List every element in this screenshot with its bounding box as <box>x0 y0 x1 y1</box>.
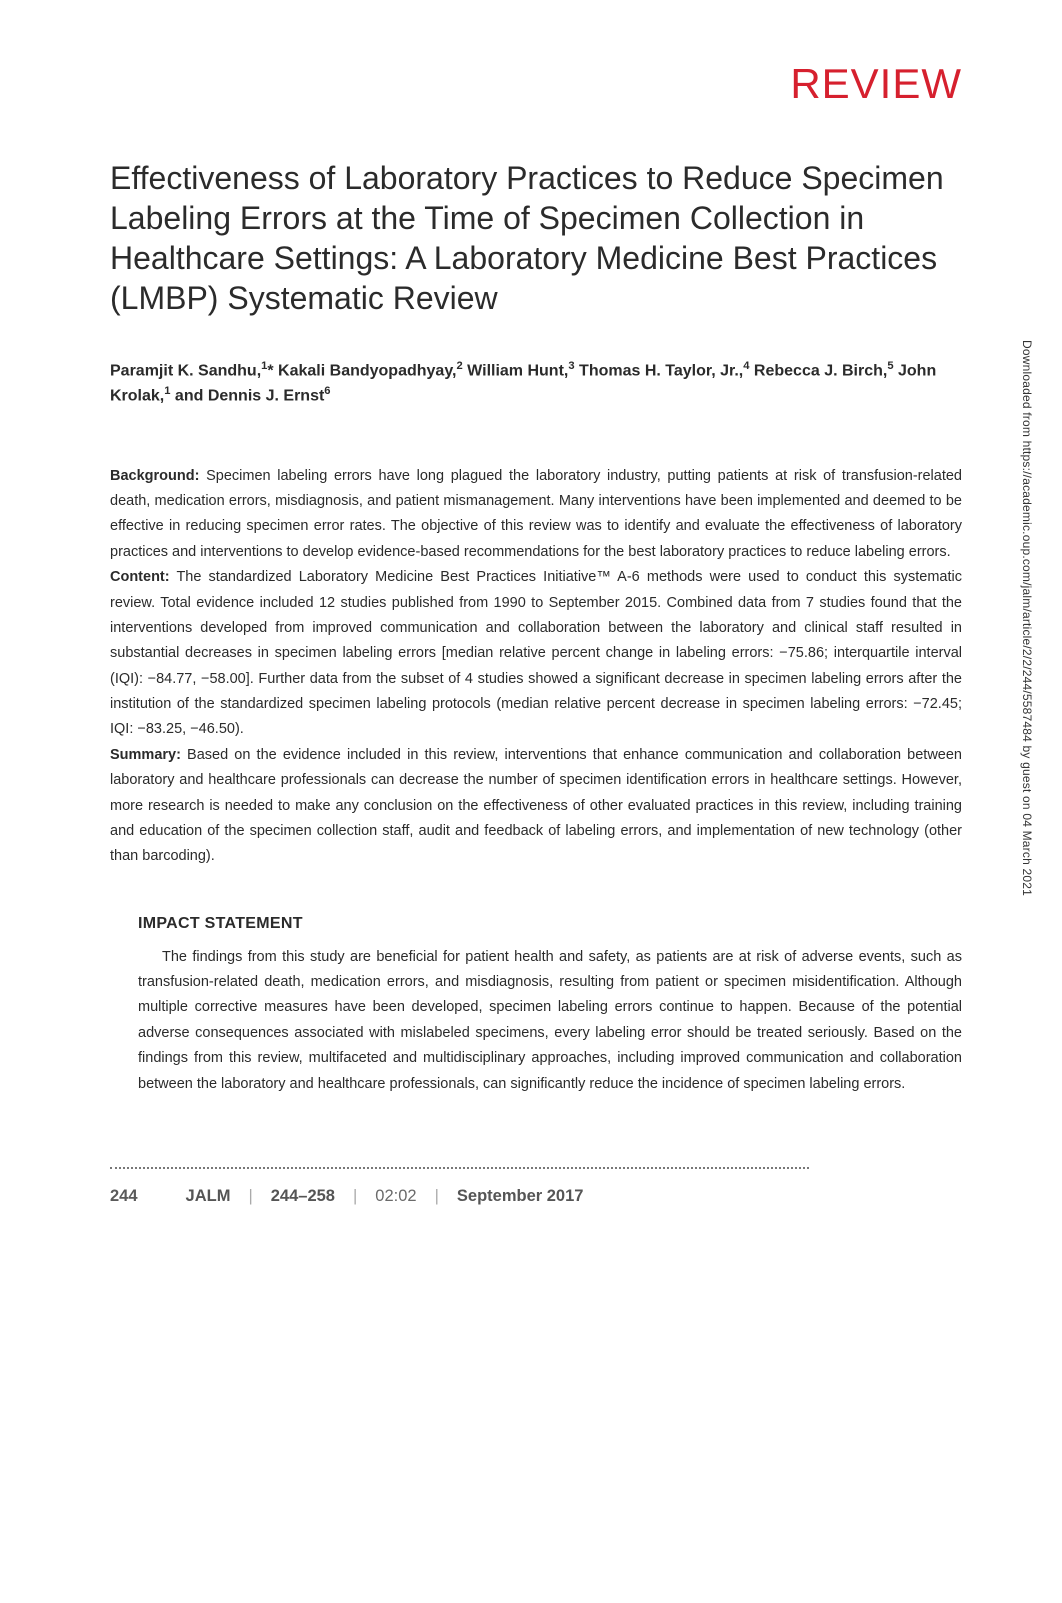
divider-dotted <box>110 1167 809 1169</box>
footer-pages: 244–258 <box>271 1187 335 1206</box>
section-label-review: REVIEW <box>110 60 962 108</box>
author-list: Paramjit K. Sandhu,1* Kakali Bandyopadhy… <box>110 358 962 409</box>
abstract-summary-text: Based on the evidence included in this r… <box>110 747 962 865</box>
abstract-content-label: Content: <box>110 569 170 585</box>
footer-sep: | <box>353 1187 357 1206</box>
footer-journal: JALM <box>186 1187 231 1206</box>
footer-date: September 2017 <box>457 1187 584 1206</box>
footer-page-number: 244 <box>110 1187 138 1206</box>
footer-sep: | <box>435 1187 439 1206</box>
abstract: Background: Specimen labeling errors hav… <box>110 464 962 870</box>
impact-body: The findings from this study are benefic… <box>138 945 962 1097</box>
download-attribution: Downloaded from https://academic.oup.com… <box>1020 340 1034 896</box>
abstract-summary-label: Summary: <box>110 747 181 763</box>
abstract-background-label: Background: <box>110 468 199 484</box>
abstract-content-text: The standardized Laboratory Medicine Bes… <box>110 569 962 737</box>
footer-sep: | <box>248 1187 252 1206</box>
page: REVIEW Effectiveness of Laboratory Pract… <box>0 0 1062 1246</box>
impact-heading: IMPACT STATEMENT <box>138 915 962 933</box>
article-title: Effectiveness of Laboratory Practices to… <box>110 158 962 318</box>
page-footer: 244 JALM | 244–258 | 02:02 | September 2… <box>110 1187 962 1206</box>
abstract-background-text: Specimen labeling errors have long plagu… <box>110 468 962 560</box>
footer-volume-issue: 02:02 <box>375 1187 416 1206</box>
